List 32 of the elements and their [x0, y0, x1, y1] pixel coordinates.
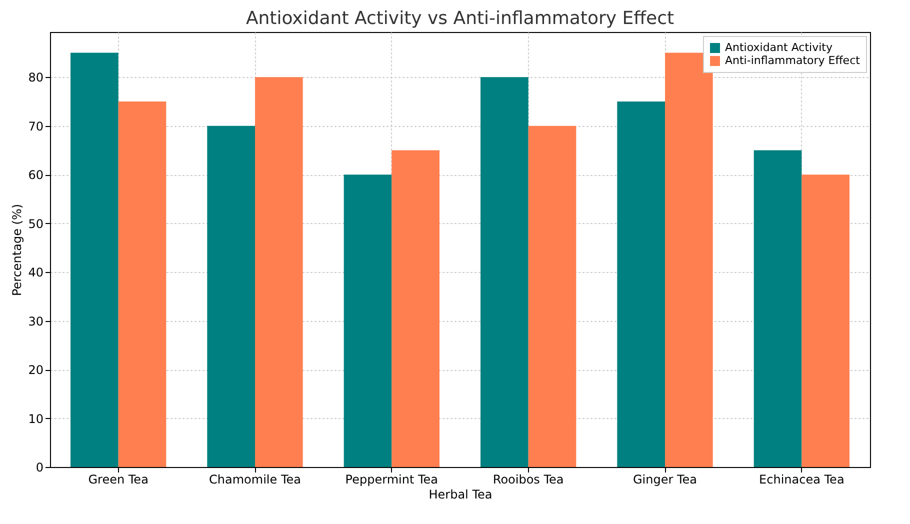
x-axis-title: Herbal Tea [428, 488, 492, 502]
bar [70, 52, 118, 467]
bar [255, 77, 303, 467]
bar [480, 77, 528, 467]
legend-label: Antioxidant Activity [725, 41, 833, 54]
bar [392, 150, 440, 467]
y-tick-label: 40 [28, 266, 44, 280]
bar [754, 150, 802, 467]
bar [665, 52, 713, 467]
bar [528, 126, 576, 467]
y-tick-label: 20 [28, 363, 44, 378]
x-tick-label: Echinacea Tea [759, 472, 844, 486]
y-tick-label: 50 [28, 216, 44, 231]
y-axis-title: Percentage (%) [10, 204, 24, 296]
y-tick-label: 80 [28, 70, 44, 85]
bar [207, 126, 255, 467]
bar [617, 101, 665, 467]
y-tick-label: 0 [36, 460, 44, 474]
x-tick-label: Ginger Tea [632, 472, 698, 486]
bar [802, 174, 850, 467]
bar [344, 174, 392, 467]
x-tick-label: Rooibos Tea [492, 472, 564, 486]
bar [118, 101, 166, 467]
y-tick-label: 60 [28, 168, 44, 182]
y-tick-label: 10 [28, 412, 44, 426]
x-tick-label: Chamomile Tea [209, 472, 301, 486]
x-tick-label: Peppermint Tea [345, 472, 438, 486]
chart-title: Antioxidant Activity vs Anti-inflammatory Effect [246, 8, 674, 29]
x-tick-label: Green Tea [88, 472, 148, 486]
legend-label: Anti-inflammatory Effect [725, 54, 861, 67]
y-tick-label: 30 [28, 314, 44, 328]
y-tick-label: 70 [28, 119, 44, 134]
